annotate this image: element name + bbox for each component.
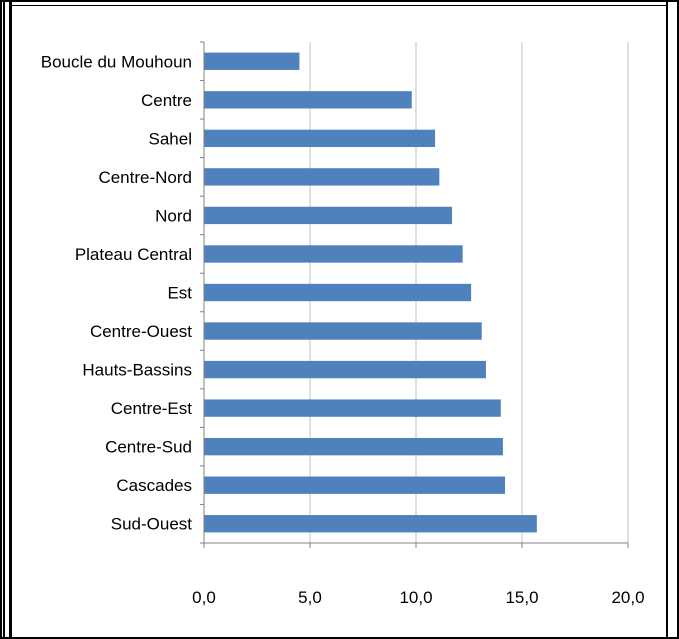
bar — [204, 91, 412, 109]
bar — [204, 283, 472, 302]
frame-rule — [666, 0, 668, 639]
x-tick-label: 20,0 — [611, 588, 644, 607]
category-label: Est — [167, 284, 192, 303]
bar — [204, 206, 453, 225]
category-label: Nord — [155, 206, 192, 225]
x-tick-label: 5,0 — [298, 588, 322, 607]
category-label: Centre-Nord — [98, 168, 192, 187]
x-tick-label: 10,0 — [399, 588, 432, 607]
category-label: Boucle du Mouhoun — [41, 52, 192, 71]
bar — [204, 245, 463, 263]
category-label: Centre-Est — [111, 399, 193, 418]
bar — [204, 129, 436, 148]
bar — [204, 476, 506, 494]
bar — [204, 437, 503, 456]
x-tick-label: 0,0 — [192, 588, 216, 607]
category-label: Cascades — [116, 476, 192, 495]
frame-rule — [9, 0, 12, 639]
category-label: Hauts-Bassins — [82, 361, 192, 380]
x-tick-label: 15,0 — [505, 588, 538, 607]
category-label: Centre — [141, 91, 192, 110]
bar — [204, 168, 440, 186]
bar — [204, 52, 300, 70]
category-label: Centre-Sud — [105, 438, 192, 457]
frame-rule — [3, 0, 5, 639]
category-label: Sahel — [149, 129, 192, 148]
category-label: Plateau Central — [75, 245, 192, 264]
category-label: Sud-Ouest — [111, 515, 193, 534]
frame-rule — [12, 5, 666, 6]
bar — [204, 360, 486, 379]
category-label: Centre-Ouest — [90, 322, 192, 341]
bar — [204, 322, 482, 340]
bar — [204, 399, 501, 417]
bar — [204, 515, 537, 533]
